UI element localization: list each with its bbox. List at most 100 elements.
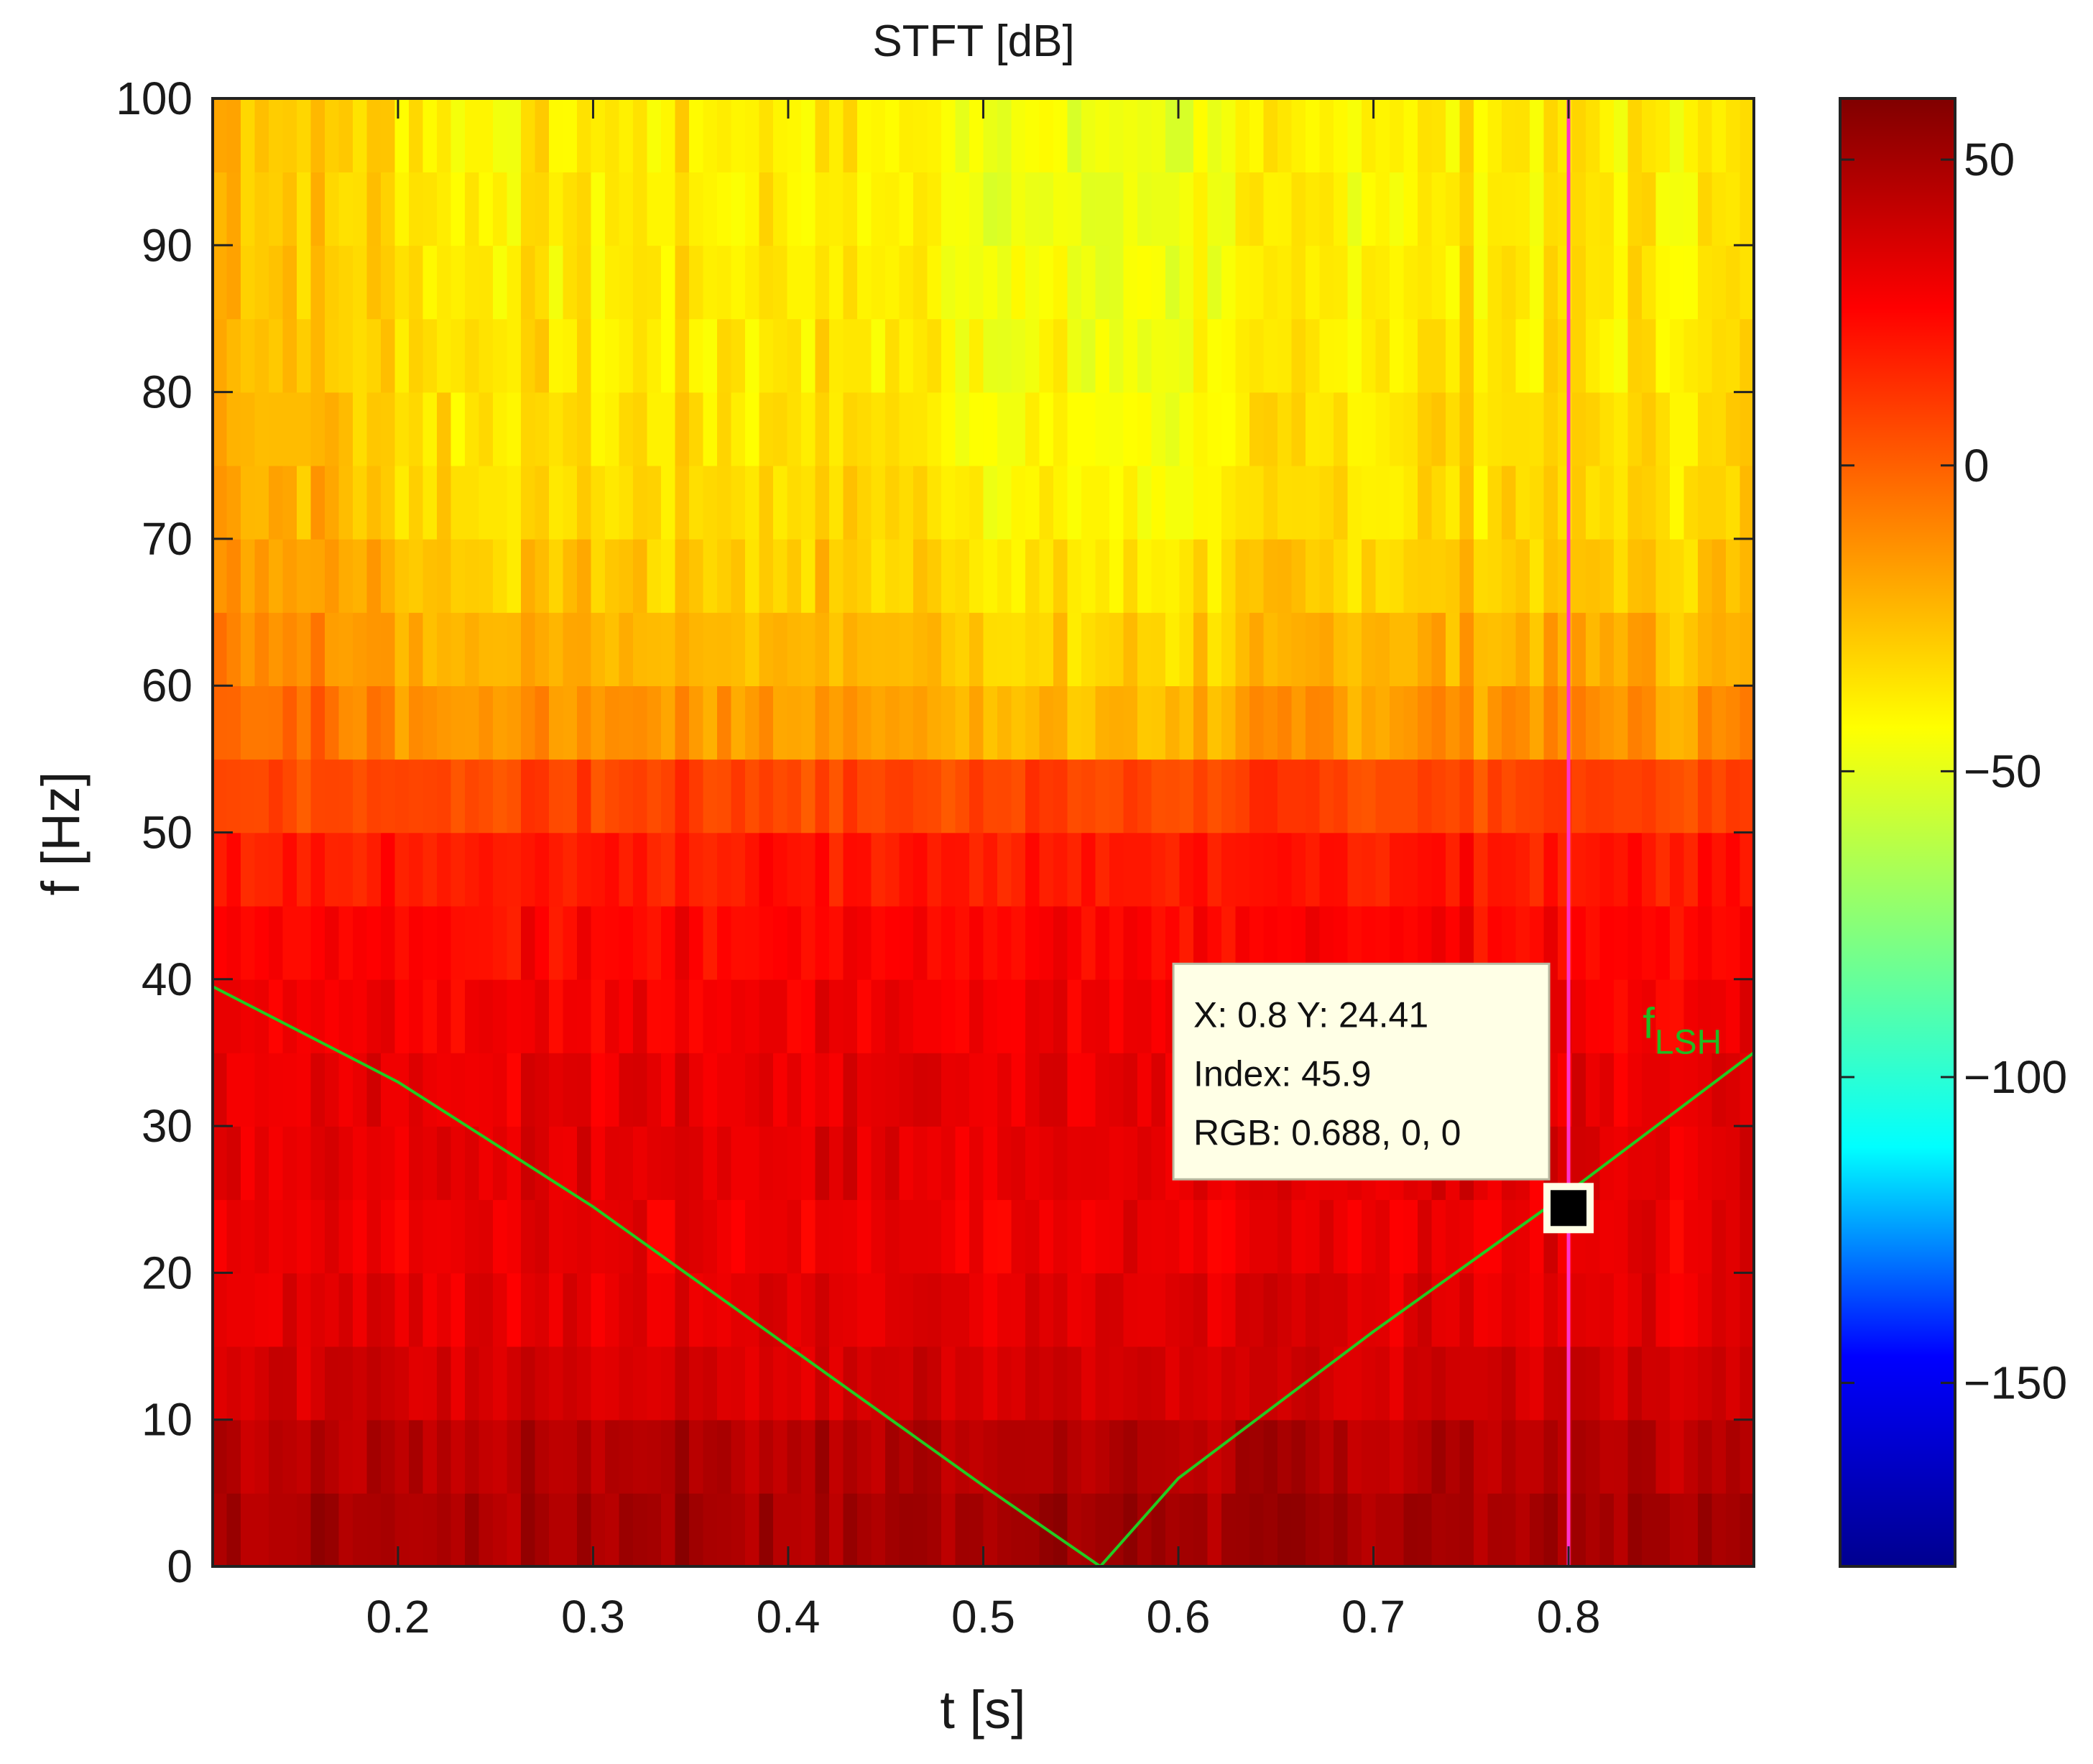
heatmap-cell xyxy=(591,1273,606,1347)
heatmap-cell xyxy=(1627,832,1642,907)
heatmap-cell xyxy=(437,172,452,246)
heatmap-cell xyxy=(1683,1273,1699,1347)
heatmap-cell xyxy=(1670,392,1685,466)
heatmap-cell xyxy=(1221,1492,1237,1566)
heatmap-cell xyxy=(605,1126,620,1201)
heatmap-cell xyxy=(1487,685,1502,760)
heatmap-cell xyxy=(955,1492,970,1566)
heatmap-cell xyxy=(647,1126,662,1201)
heatmap-cell xyxy=(422,1273,438,1347)
heatmap-cell xyxy=(353,685,368,760)
heatmap-cell xyxy=(843,905,858,980)
heatmap-cell xyxy=(871,1052,886,1127)
heatmap-cell xyxy=(703,979,718,1053)
datatip-marker[interactable] xyxy=(1543,1183,1594,1234)
heatmap-cell xyxy=(1067,1492,1082,1566)
heatmap-cell xyxy=(1095,538,1110,613)
heatmap-cell xyxy=(1095,392,1110,466)
heatmap-cell xyxy=(647,1419,662,1494)
heatmap-cell xyxy=(1627,538,1642,613)
heatmap-cell xyxy=(338,172,354,246)
heatmap-cell xyxy=(1571,759,1586,833)
x-tick-label: 0.4 xyxy=(756,1591,820,1643)
heatmap-cell xyxy=(1067,318,1082,393)
heatmap-cell xyxy=(927,759,942,833)
heatmap-cell xyxy=(325,1199,340,1274)
heatmap-cell xyxy=(241,1052,256,1127)
heatmap-cell xyxy=(633,1126,648,1201)
heatmap-cell xyxy=(731,905,746,980)
heatmap-cell xyxy=(549,1126,564,1201)
heatmap-cell xyxy=(1095,318,1110,393)
heatmap-cell xyxy=(731,465,746,540)
heatmap-cell xyxy=(1726,318,1741,393)
heatmap-cell xyxy=(1362,318,1377,393)
heatmap-cell xyxy=(1081,759,1096,833)
heatmap-cell xyxy=(451,1346,466,1421)
heatmap-cell xyxy=(1655,172,1671,246)
heatmap-cell xyxy=(1011,245,1026,320)
datatip[interactable]: X: 0.8 Y: 24.41 Index: 45.9 RGB: 0.688, … xyxy=(1172,962,1594,1234)
heatmap-cell xyxy=(409,1052,424,1127)
heatmap-cell xyxy=(269,538,284,613)
heatmap-cell xyxy=(787,759,802,833)
heatmap-cell xyxy=(1165,98,1181,172)
heatmap-cell xyxy=(969,392,984,466)
heatmap-cell xyxy=(1347,245,1362,320)
heatmap-cell xyxy=(815,905,830,980)
heatmap-cell xyxy=(1081,1419,1096,1494)
heatmap-cell xyxy=(829,1052,844,1127)
heatmap-cell xyxy=(1221,1273,1237,1347)
heatmap-cell xyxy=(1193,1419,1209,1494)
heatmap-cell xyxy=(1459,465,1474,540)
heatmap-cell xyxy=(1418,1492,1433,1566)
heatmap-cell xyxy=(1193,465,1209,540)
heatmap-cell xyxy=(1390,905,1405,980)
heatmap-cell xyxy=(1711,1052,1727,1127)
heatmap-cell xyxy=(1431,538,1446,613)
heatmap-cell xyxy=(591,832,606,907)
heatmap-cell xyxy=(282,1346,297,1421)
heatmap-cell xyxy=(1249,465,1265,540)
heatmap-cell xyxy=(1418,905,1433,980)
heatmap-cell xyxy=(913,832,928,907)
heatmap-cell xyxy=(731,245,746,320)
heatmap-cell xyxy=(1207,392,1222,466)
heatmap-cell xyxy=(282,98,297,172)
heatmap-cell xyxy=(338,538,354,613)
heatmap-cell xyxy=(927,538,942,613)
heatmap-cell xyxy=(1711,905,1727,980)
heatmap-cell xyxy=(310,832,325,907)
y-tick-label: 70 xyxy=(142,513,193,565)
heatmap-cell xyxy=(759,905,774,980)
heatmap-cell xyxy=(1306,245,1321,320)
heatmap-cell xyxy=(1291,905,1306,980)
heatmap-cell xyxy=(1474,612,1489,686)
heatmap-cell xyxy=(829,905,844,980)
heatmap-cell xyxy=(885,465,900,540)
heatmap-cell xyxy=(1123,1273,1138,1347)
heatmap-cell xyxy=(1530,1346,1545,1421)
heatmap-cell xyxy=(282,1273,297,1347)
heatmap-cell xyxy=(297,685,312,760)
heatmap-cell xyxy=(1179,685,1194,760)
heatmap-cell xyxy=(913,1052,928,1127)
heatmap-cell xyxy=(381,172,396,246)
heatmap-cell xyxy=(1459,1346,1474,1421)
heatmap-cell xyxy=(1459,905,1474,980)
heatmap-cell xyxy=(1081,1346,1096,1421)
heatmap-cell xyxy=(843,1419,858,1494)
heatmap-cell xyxy=(1053,1199,1068,1274)
heatmap-cell xyxy=(1277,832,1293,907)
heatmap-cell xyxy=(1670,685,1685,760)
heatmap-cell xyxy=(1137,1419,1152,1494)
heatmap-cell xyxy=(1642,1052,1657,1127)
heatmap-cell xyxy=(605,1273,620,1347)
heatmap-cell xyxy=(366,245,382,320)
heatmap-cell xyxy=(829,1199,844,1274)
heatmap-cell xyxy=(1487,245,1502,320)
heatmap-cell xyxy=(955,245,970,320)
heatmap-cell xyxy=(1403,392,1418,466)
heatmap-cell xyxy=(857,392,872,466)
heatmap-cell xyxy=(871,392,886,466)
